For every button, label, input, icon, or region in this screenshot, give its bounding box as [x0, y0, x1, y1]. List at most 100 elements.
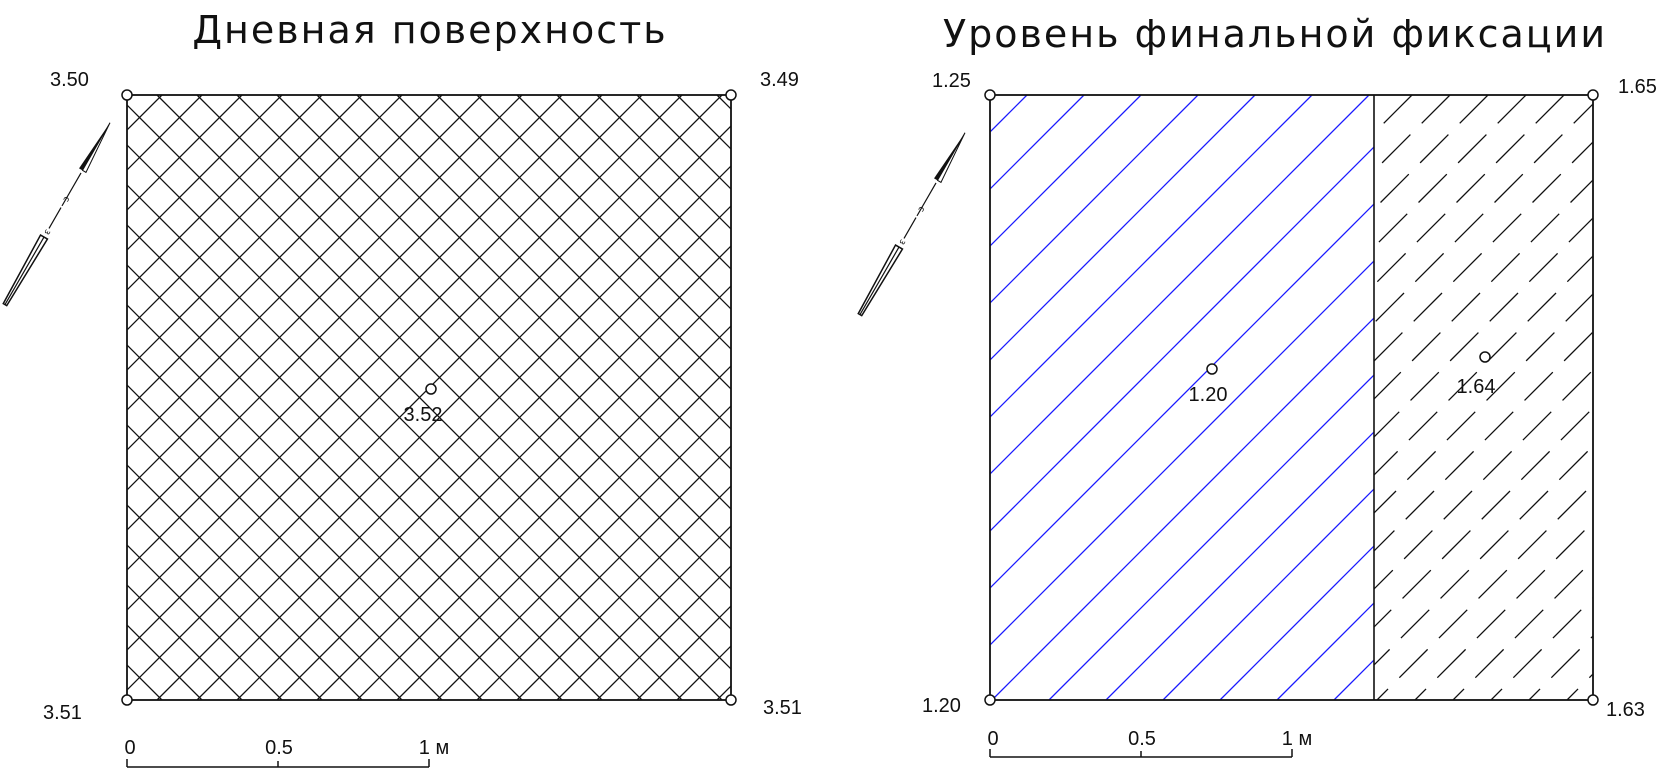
- hatch-line: [1374, 95, 1451, 172]
- hatch-line: [127, 95, 483, 451]
- hatch-line: [0, 95, 122, 700]
- hatch-line: [1374, 331, 1593, 552]
- hatch-line: [127, 95, 323, 291]
- hatch-line: [127, 384, 443, 700]
- elevation-bottom-right: 3.51: [763, 697, 802, 719]
- hatch-line: [0, 95, 2, 700]
- hatch-line: [127, 104, 723, 700]
- north-arrow-tip-icon: [934, 132, 965, 183]
- hatch-line: [127, 344, 483, 700]
- hatch-line: [1374, 217, 1593, 438]
- hatch-line: [476, 445, 731, 700]
- hatch-line: [1376, 483, 1593, 700]
- hatch-line: [1605, 95, 1663, 700]
- hatch-line: [1105, 431, 1374, 700]
- hatch-line: [516, 485, 731, 700]
- south-letter: з: [896, 237, 907, 246]
- hatch-line: [990, 260, 1374, 646]
- hatch-line: [990, 95, 1028, 133]
- hatch-line: [1374, 95, 1527, 248]
- panel-final-level: Уровень финальной фиксации 1.25 1.65 1.2…: [365, 12, 1663, 758]
- hatch-line: [990, 95, 1199, 304]
- hatch-line: [1374, 141, 1593, 362]
- panel-surface: Дневная поверхность 3.50 3.49 3.51 3.51 …: [0, 8, 802, 768]
- hatch-line: [1048, 374, 1374, 700]
- hatch-line: [596, 95, 731, 230]
- hatch-line: [127, 424, 403, 700]
- level-point-label: 1.64: [1457, 376, 1496, 398]
- corner-marker: [1587, 89, 1599, 101]
- scale-label-0: 0: [987, 728, 998, 750]
- hatch-line: [127, 95, 443, 411]
- hatch-line: [1374, 103, 1593, 324]
- hatch-line: [0, 95, 122, 700]
- level-point: [425, 383, 437, 395]
- scale-bar: 0 0.5 1 м: [124, 737, 449, 768]
- corner-marker: [984, 694, 996, 706]
- hatch-line: [0, 95, 42, 700]
- hatch-line: [276, 95, 731, 550]
- hatch-line: [0, 95, 42, 700]
- hatch-line: [127, 95, 243, 211]
- north-letter: с: [60, 194, 71, 203]
- hatch-line: [156, 95, 731, 670]
- hatch-line: [556, 525, 731, 700]
- hatch-line: [127, 95, 163, 131]
- hatch-line: [1490, 597, 1593, 700]
- panel-title: Уровень финальной фиксации: [943, 12, 1607, 56]
- hatch-line: [990, 95, 1142, 247]
- hatch-line: [596, 565, 731, 700]
- elevation-top-right: 3.49: [760, 69, 799, 91]
- scale-label-05: 0.5: [265, 737, 293, 759]
- hatch-line: [127, 304, 523, 700]
- elevation-top-left: 3.50: [50, 69, 89, 91]
- hatch-line: [0, 95, 2, 700]
- hatch-line: [516, 95, 731, 310]
- elevation-bottom-left: 1.20: [922, 695, 961, 717]
- scale-label-05: 0.5: [1128, 728, 1156, 750]
- corner-marker: [725, 89, 737, 101]
- hatch-line: [556, 95, 731, 270]
- hatch-line: [0, 95, 82, 700]
- corner-marker: [121, 89, 133, 101]
- hatch-line: [1162, 488, 1374, 700]
- scale-label-0: 0: [124, 737, 135, 759]
- hatch-line: [436, 405, 731, 700]
- hatch-line: [365, 95, 970, 700]
- corner-marker: [984, 89, 996, 101]
- hatch-line: [1219, 545, 1374, 700]
- hatch-line: [127, 95, 563, 531]
- hatch-line: [716, 685, 731, 700]
- hatch-line: [236, 95, 731, 590]
- hatch-line: [0, 95, 82, 700]
- hatch-line: [990, 146, 1374, 532]
- hatch-line: [127, 664, 163, 700]
- hatch-line: [716, 95, 731, 110]
- scale-bar: 0 0.5 1 м: [987, 728, 1312, 758]
- hatch-line: [1374, 95, 1565, 286]
- hatch-line: [316, 95, 731, 510]
- north-arrow-tip-icon: [79, 122, 110, 173]
- hatch-line: [127, 95, 203, 171]
- dashed-diagonal-fill: [1374, 95, 1663, 700]
- hatch-line: [1374, 293, 1593, 514]
- crosshatch-fill: [0, 95, 731, 700]
- hatch-line: [1374, 369, 1593, 590]
- hatch-line: [990, 95, 1313, 418]
- level-point-label: 1.20: [1189, 384, 1228, 406]
- square-boundary: [126, 94, 732, 701]
- level-point: [1479, 351, 1491, 363]
- hatch-line: [127, 184, 643, 700]
- hatch-line: [1333, 659, 1374, 700]
- hatch-line: [127, 95, 403, 371]
- hatch-line: [127, 544, 283, 700]
- hatch-line: [127, 224, 603, 700]
- south-letter: з: [41, 227, 52, 236]
- hatch-line: [1566, 673, 1593, 700]
- corner-marker: [725, 694, 737, 706]
- corner-marker: [1587, 694, 1599, 706]
- hatch-line: [991, 317, 1374, 700]
- scale-label-1m: 1 м: [419, 737, 449, 759]
- hatch-line: [990, 95, 1085, 190]
- elevation-top-right: 1.65: [1618, 76, 1657, 98]
